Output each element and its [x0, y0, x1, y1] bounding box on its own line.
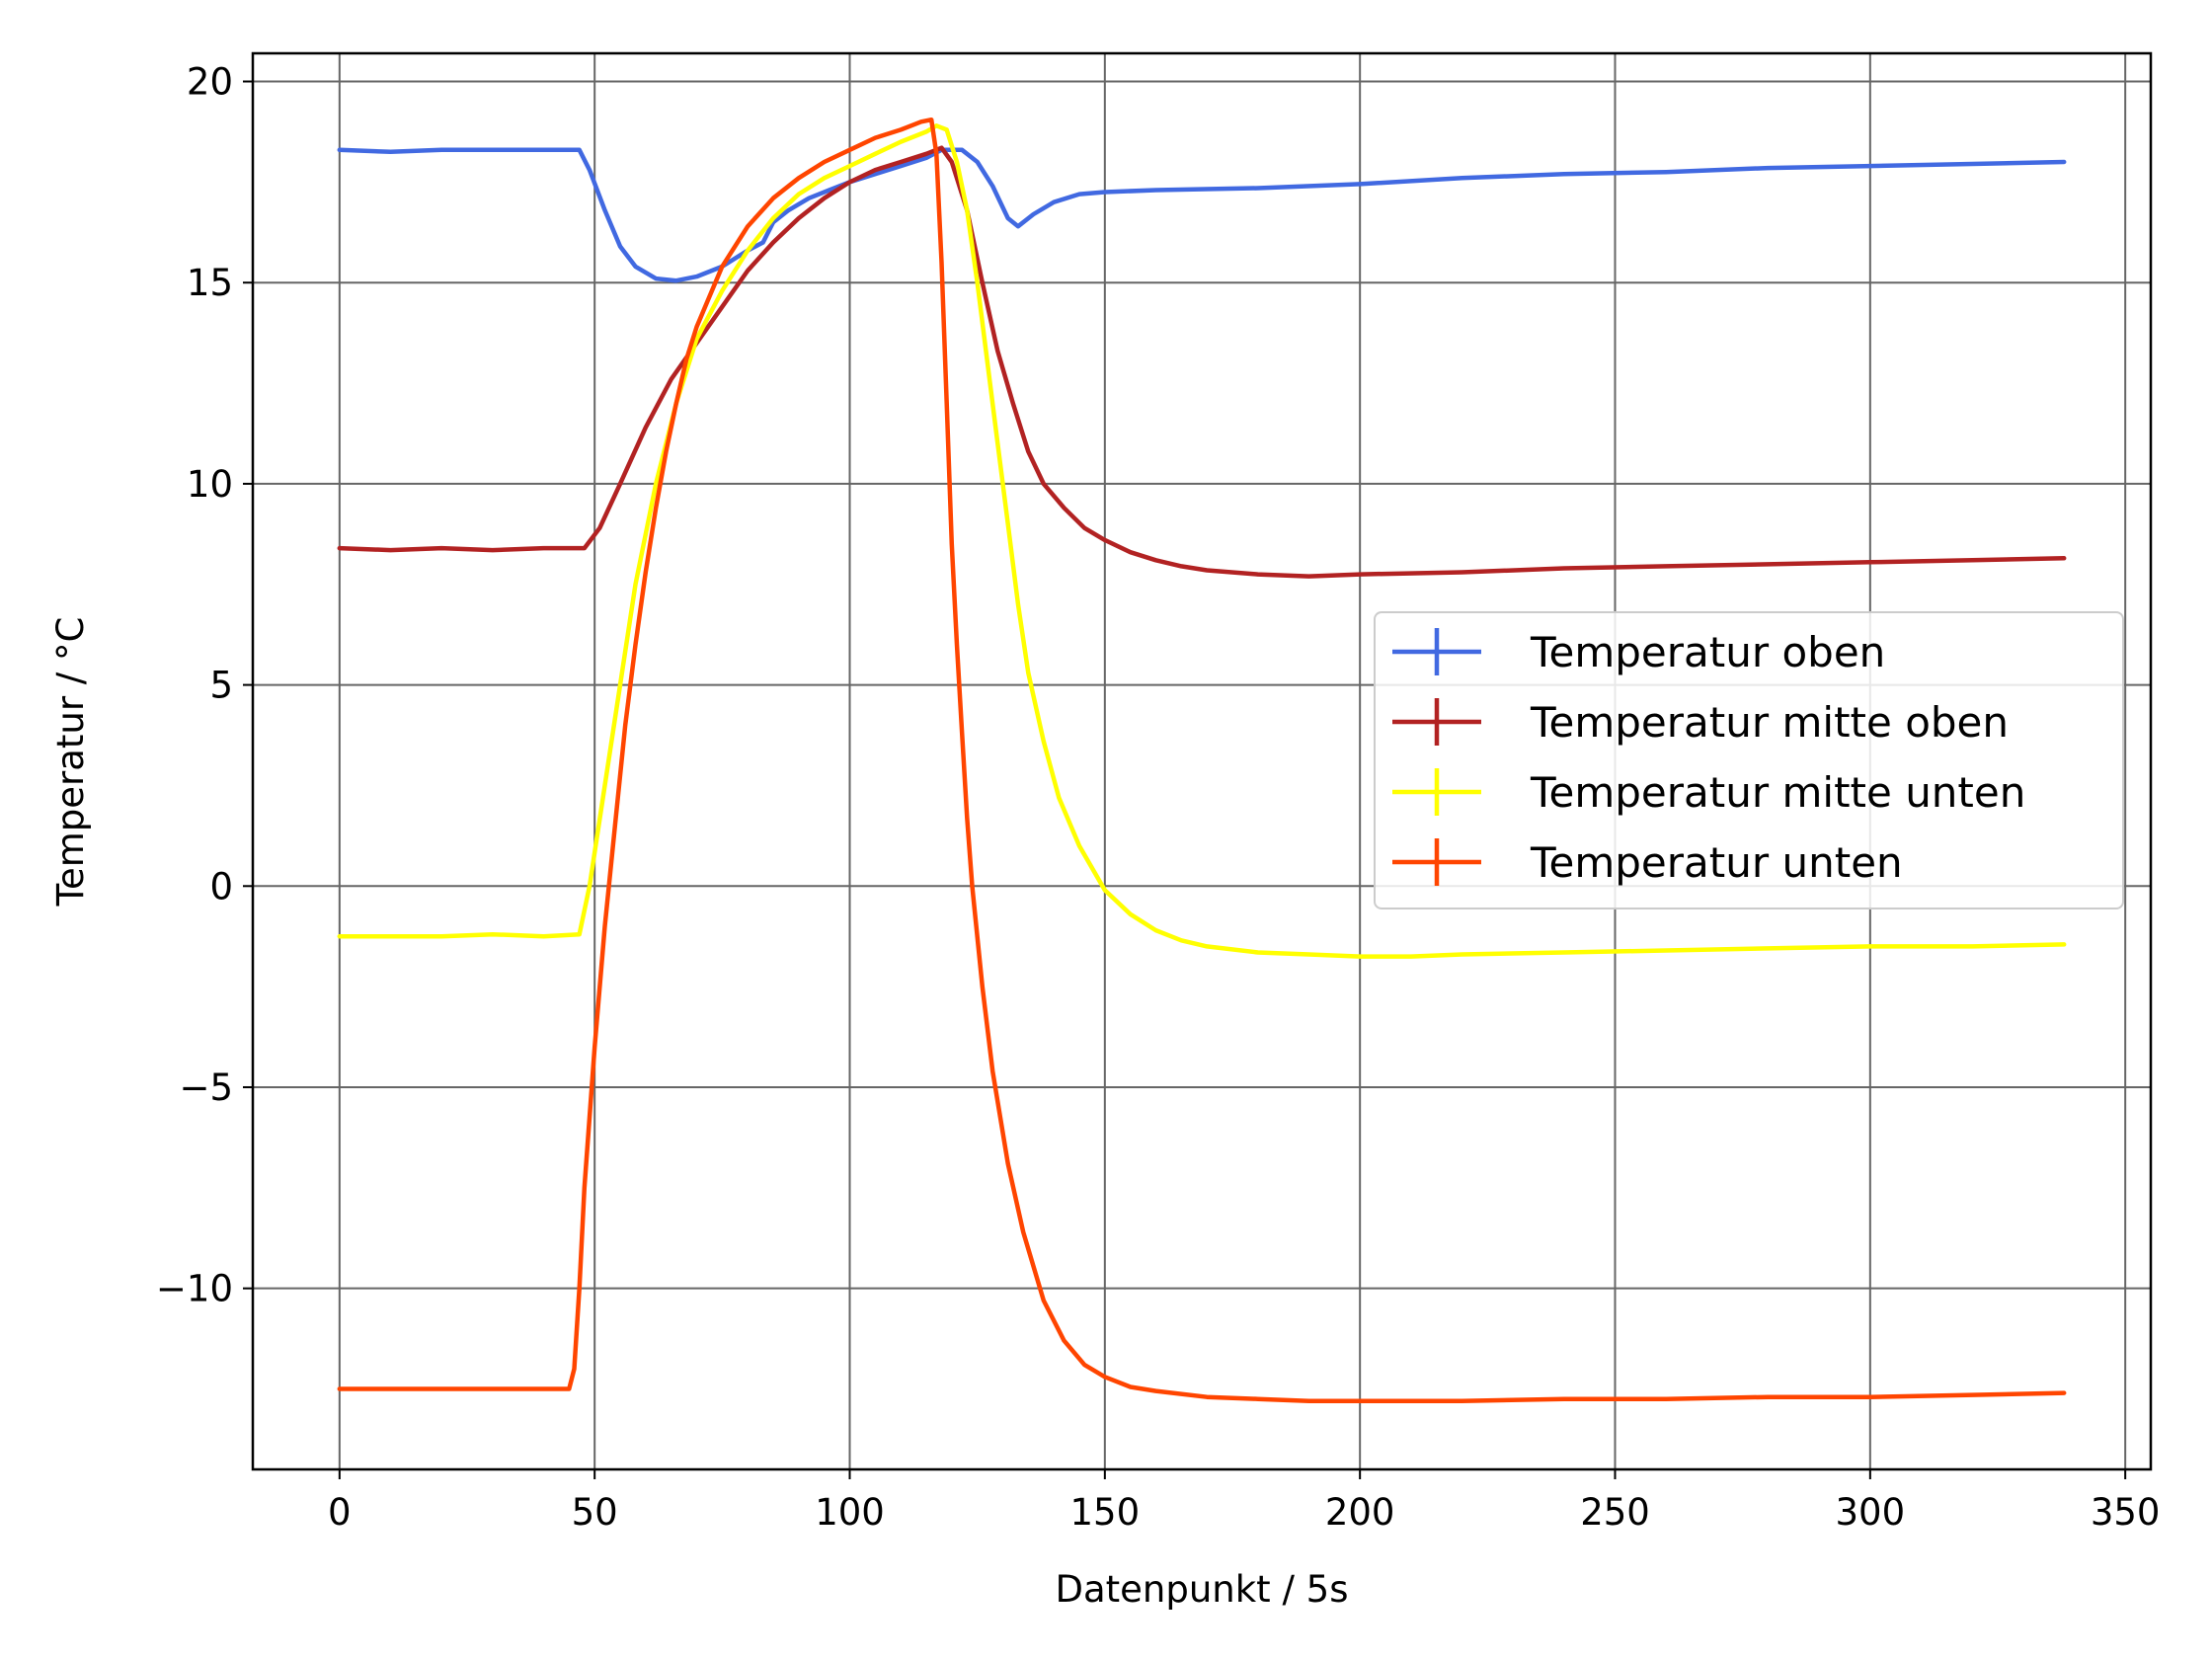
- x-axis-label: Datenpunkt / 5s: [1055, 1568, 1348, 1611]
- legend-entry: Temperatur unten: [1392, 838, 1903, 887]
- legend-label: Temperatur oben: [1530, 628, 1885, 676]
- series-line-4: [337, 117, 2067, 1403]
- x-tick-label: 350: [2091, 1491, 2161, 1534]
- grid-lines: [253, 53, 2151, 1469]
- y-axis: 20 15 10 5 0 −5 −10: [156, 61, 253, 1310]
- x-tick-label: 50: [572, 1491, 618, 1534]
- x-tick-label: 200: [1325, 1491, 1395, 1534]
- y-tick-label: −5: [179, 1066, 233, 1109]
- x-axis: 0 50 100 150 200 250 300 350: [328, 1469, 2160, 1534]
- x-tick-label: 100: [815, 1491, 885, 1534]
- series-line-1: [337, 147, 2067, 283]
- series-line-3: [337, 123, 2067, 959]
- x-tick-label: 300: [1836, 1491, 1906, 1534]
- x-tick-label: 0: [328, 1491, 352, 1534]
- y-tick-label: 5: [209, 665, 233, 707]
- y-axis-label: Temperatur / °C: [49, 617, 92, 908]
- legend-entry: Temperatur mitte oben: [1392, 698, 2009, 747]
- x-tick-label: 150: [1070, 1491, 1141, 1534]
- plot-frame: [251, 51, 2153, 1471]
- y-tick-label: 10: [187, 463, 233, 506]
- legend-label: Temperatur mitte unten: [1530, 768, 2025, 817]
- legend-entry: Temperatur mitte unten: [1392, 768, 2025, 817]
- plot-lines: [337, 117, 2067, 1403]
- legend-label: Temperatur unten: [1530, 838, 1903, 887]
- legend-box: [1374, 611, 2124, 909]
- legend: Temperatur oben Temperatur mitte oben Temp…: [1374, 611, 2124, 909]
- y-tick-label: 20: [187, 61, 233, 104]
- y-tick-label: 0: [209, 865, 233, 908]
- y-tick-label: 15: [187, 262, 233, 304]
- legend-label: Temperatur mitte oben: [1530, 698, 2009, 747]
- legend-entry: Temperatur oben: [1392, 628, 1885, 676]
- y-tick-label: −10: [156, 1268, 233, 1310]
- x-tick-label: 250: [1580, 1491, 1650, 1534]
